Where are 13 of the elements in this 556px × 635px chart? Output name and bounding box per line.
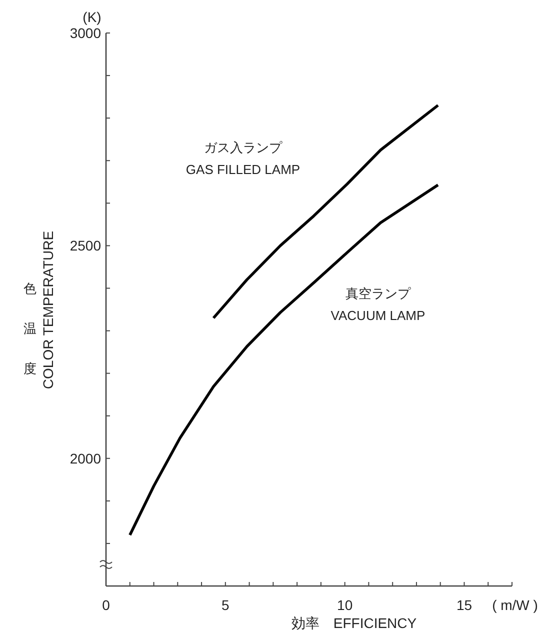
x-tick-label: 0 (102, 597, 110, 613)
text: (K) (82, 9, 102, 25)
x-axis-title: 効率 EFFICIENCY (291, 615, 418, 631)
series-label: 真空ランプ VACUUM LAMP (330, 286, 426, 323)
line-series (128, 184, 440, 536)
y-tick-label: 2500 (70, 238, 102, 254)
y-tick-label: 2000 (70, 450, 102, 466)
text: ガス入ランプ GAS FILLED LAMP (186, 140, 300, 177)
x-tick-label: 15 (456, 597, 472, 613)
y-tick-label: 3000 (70, 25, 102, 41)
text: ( m/W ) (492, 597, 538, 613)
x-tick-label: 10 (337, 597, 353, 613)
x-tick-label: 5 (222, 597, 230, 613)
